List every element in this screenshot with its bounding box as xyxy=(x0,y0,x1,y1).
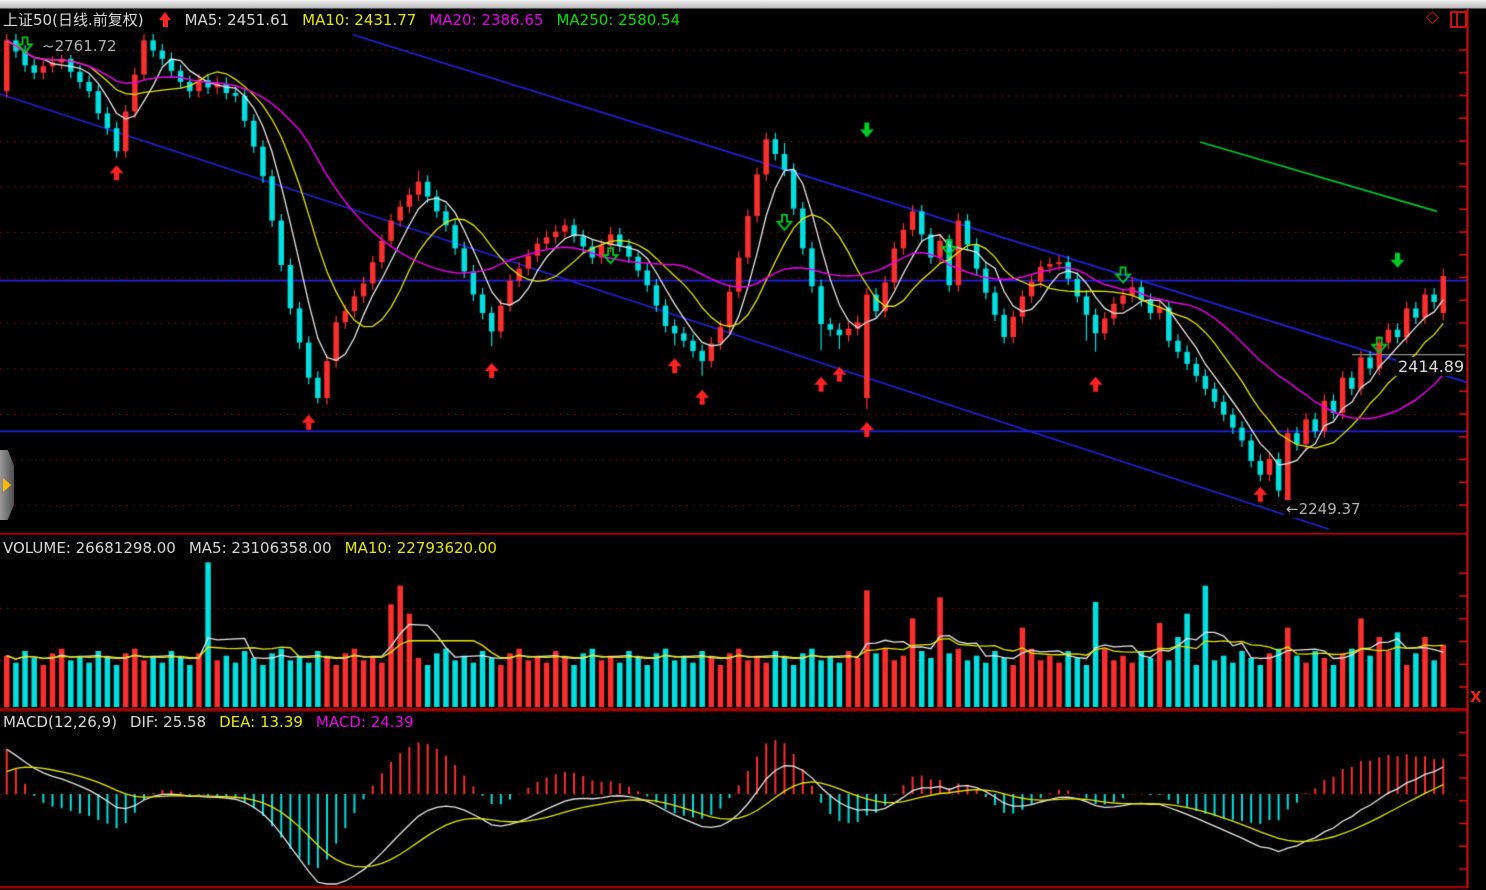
split-window-icon[interactable] xyxy=(1450,11,1467,28)
expand-arrow-icon xyxy=(3,478,11,492)
ma250-value: MA250: 2580.54 xyxy=(556,11,681,29)
volume-value: VOLUME: 26681298.00 xyxy=(3,539,176,557)
volume-ma10-value: MA10: 22793620.00 xyxy=(344,539,497,557)
up-arrow-icon xyxy=(158,12,172,27)
kline-header: 上证50(日线.前复权) MA5: 2451.61 MA10: 2431.77 MA2… xyxy=(3,9,693,30)
left-panel-expand-handle[interactable] xyxy=(0,450,14,520)
macd-name: MACD(12,26,9) xyxy=(3,713,117,731)
macd-header: MACD(12,26,9) DIF: 25.58 DEA: 13.39 MACD: 2… xyxy=(3,713,427,731)
symbol-title: 上证50(日线.前复权) xyxy=(3,11,144,29)
high-price-annotation: ~2761.72 xyxy=(40,37,119,55)
dea-value: DEA: 13.39 xyxy=(219,713,303,731)
volume-header: VOLUME: 26681298.00 MA5: 23106358.00 MA10:… xyxy=(3,539,510,557)
diamond-icon[interactable]: ◇ xyxy=(1426,7,1440,27)
ma5-value: MA5: 2451.61 xyxy=(184,11,290,29)
close-indicator-button[interactable]: X xyxy=(1470,688,1482,706)
ma10-value: MA10: 2431.77 xyxy=(302,11,417,29)
macd-value: MACD: 24.39 xyxy=(315,713,414,731)
ma20-value: MA20: 2386.65 xyxy=(429,11,544,29)
last-price-label: 2414.89 xyxy=(1396,357,1467,376)
low-price-annotation: ←2249.37 xyxy=(1284,500,1363,518)
dif-value: DIF: 25.58 xyxy=(129,713,207,731)
volume-ma5-value: MA5: 23106358.00 xyxy=(188,539,332,557)
horizontal-scrollbar[interactable] xyxy=(0,0,1486,9)
